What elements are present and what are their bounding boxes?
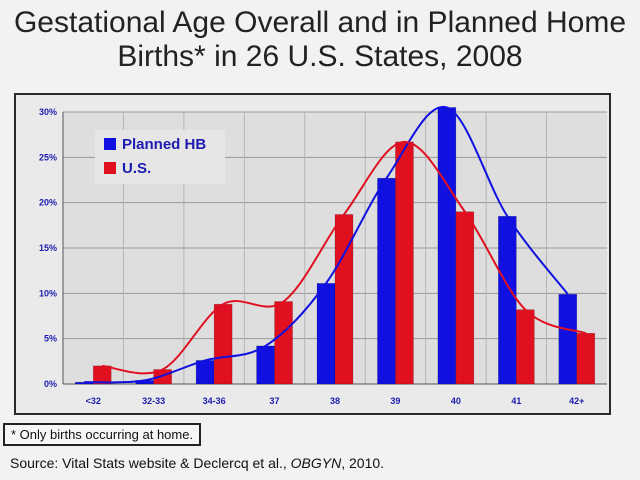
x-tick-label: 38 [330, 396, 340, 406]
x-tick-label: 42+ [569, 396, 584, 406]
bar-planned-hb [437, 107, 457, 385]
bar-us [213, 303, 233, 385]
source-citation: Source: Vital Stats website & Declercq e… [10, 455, 384, 471]
x-tick-label: <32 [86, 396, 101, 406]
y-tick-label: 15% [39, 243, 57, 253]
x-tick-label: 41 [511, 396, 521, 406]
trend-line-planned-hb [84, 106, 569, 384]
y-tick-label: 0% [44, 379, 57, 389]
bar-planned-hb [558, 293, 578, 385]
bar-us [92, 365, 112, 385]
legend-label: U.S. [122, 160, 151, 177]
title-line-1: Gestational Age Overall and in Planned H… [13, 6, 627, 39]
x-tick-label: 39 [390, 396, 400, 406]
source-suffix: , 2010. [341, 455, 385, 471]
bar-planned-hb [377, 177, 396, 385]
y-tick-label: 5% [44, 334, 57, 344]
x-tick-label: 37 [270, 396, 280, 406]
x-tick-label: 40 [451, 396, 461, 406]
bar-planned-hb [195, 360, 215, 385]
trend-line-us [102, 140, 587, 375]
footnote: * Only births occurring at home. [3, 423, 202, 446]
source-prefix: Source: Vital Stats website & Declercq e… [10, 455, 291, 471]
chart-title: Gestational Age Overall and in Planned H… [0, 6, 640, 74]
bar-us [516, 309, 535, 385]
title-line-2: Births* in 26 U.S. States, 2008 [117, 40, 523, 73]
bar-planned-hb [498, 215, 517, 385]
bar-us [334, 214, 354, 385]
y-tick-label: 25% [39, 152, 57, 162]
bar-planned-hb [316, 283, 336, 385]
y-tick-label: 20% [39, 198, 57, 208]
bar-us [455, 211, 475, 385]
x-tick-label: 32-33 [142, 396, 165, 406]
legend [95, 130, 225, 184]
bar-us [395, 141, 414, 385]
legend-swatch [104, 138, 116, 150]
bar-us [274, 301, 293, 385]
bar-us [576, 332, 596, 385]
y-tick-label: 30% [39, 107, 57, 117]
source-journal: OBGYN [290, 455, 342, 471]
bar-planned-hb [256, 345, 275, 385]
x-tick-label: 34-36 [203, 396, 226, 406]
legend-label: Planned HB [122, 136, 206, 153]
y-tick-label: 10% [39, 288, 57, 298]
legend-swatch [104, 162, 116, 174]
